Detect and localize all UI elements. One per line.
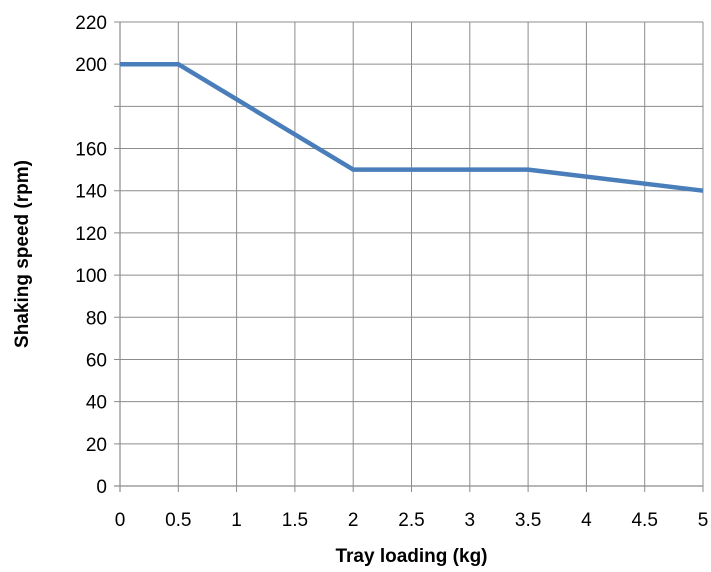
y-tick-label: 120 [75, 224, 107, 245]
y-tick-label: 220 [75, 13, 107, 34]
y-tick-label: 140 [75, 182, 107, 203]
y-tick-label: 80 [86, 308, 107, 329]
x-axis-ticks: 0 0.5 1 1.5 2 2.5 3 3.5 4 4.5 5 [115, 510, 709, 531]
y-tick-label: 0 [96, 477, 107, 498]
x-tick-label: 4 [581, 510, 592, 531]
y-axis-ticks: 0 20 40 60 80 100 120 140 160 200 220 [75, 13, 107, 498]
x-tick-label: 2.5 [398, 510, 424, 531]
x-tick-label: 3 [465, 510, 476, 531]
y-tick-label: 40 [86, 393, 107, 414]
y-tick-label: 200 [75, 55, 107, 76]
x-tick-label: 0.5 [165, 510, 191, 531]
y-tick-label: 160 [75, 140, 107, 161]
x-tick-label: 5 [698, 510, 709, 531]
series-line [120, 61, 704, 193]
y-axis-title: Shaking speed (rpm) [12, 160, 33, 348]
x-tick-label: 0 [115, 510, 126, 531]
y-tick-label: 20 [86, 435, 107, 456]
y-tick-label: 100 [75, 266, 107, 287]
x-axis-title: Tray loading (kg) [335, 546, 487, 567]
x-tick-label: 1 [231, 510, 242, 531]
x-tick-label: 4.5 [631, 510, 657, 531]
x-tick-label: 2 [348, 510, 359, 531]
x-tick-label: 3.5 [515, 510, 541, 531]
y-tick-label: 60 [86, 350, 107, 371]
x-tick-label: 1.5 [282, 510, 308, 531]
grid-lines [114, 21, 704, 492]
series-group [120, 61, 704, 193]
